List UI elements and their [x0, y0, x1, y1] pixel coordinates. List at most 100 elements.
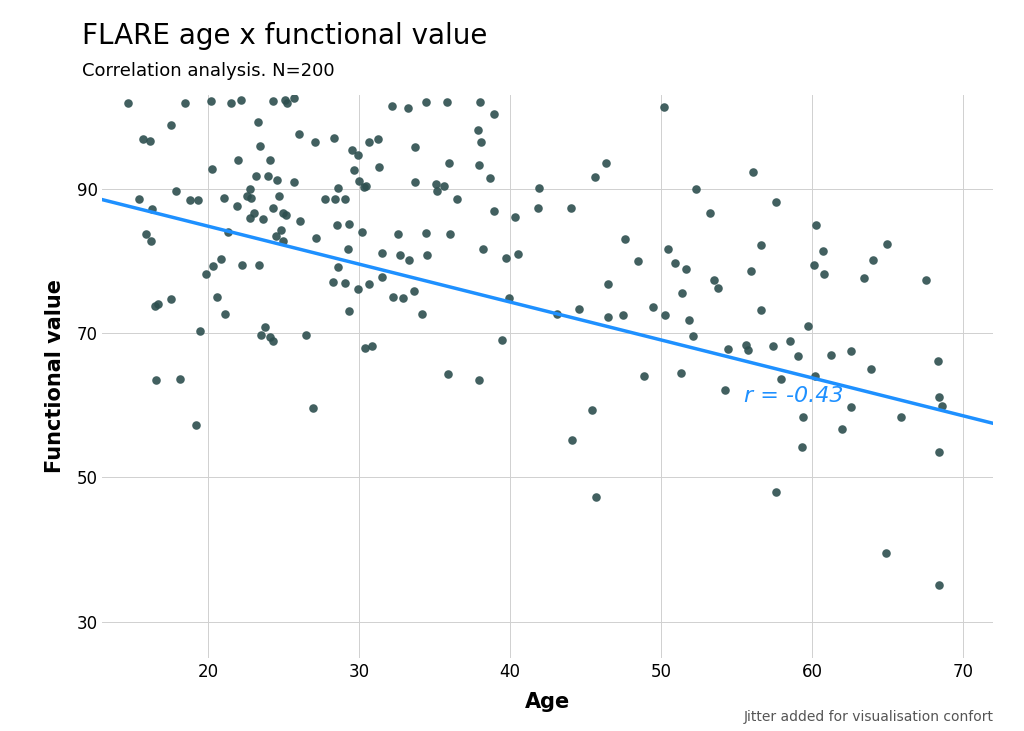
- Point: [600, 278, 616, 289]
- Point: [562, 202, 579, 214]
- Point: [843, 401, 859, 413]
- Point: [800, 320, 816, 332]
- Point: [163, 119, 179, 131]
- Point: [507, 211, 523, 222]
- Point: [790, 349, 806, 361]
- Point: [307, 137, 324, 148]
- Point: [615, 309, 632, 321]
- Point: [370, 133, 386, 145]
- Point: [246, 208, 262, 219]
- Point: [262, 331, 279, 343]
- Point: [673, 367, 689, 379]
- Point: [350, 283, 367, 295]
- Point: [529, 202, 546, 213]
- Text: r = -0.43: r = -0.43: [744, 386, 844, 406]
- Point: [564, 434, 581, 446]
- Point: [816, 268, 833, 279]
- X-axis label: Age: Age: [525, 692, 570, 712]
- Point: [414, 308, 430, 320]
- Point: [243, 212, 259, 224]
- Point: [234, 260, 251, 271]
- Point: [644, 301, 660, 313]
- Point: [259, 170, 275, 182]
- Point: [406, 286, 422, 298]
- Point: [438, 96, 455, 107]
- Point: [394, 292, 411, 304]
- Point: [893, 411, 909, 423]
- Point: [630, 254, 646, 266]
- Point: [325, 276, 341, 288]
- Point: [305, 401, 322, 413]
- Point: [753, 304, 769, 316]
- Point: [326, 132, 342, 144]
- Point: [135, 133, 152, 145]
- Point: [617, 233, 634, 245]
- Point: [407, 141, 423, 153]
- Point: [475, 243, 492, 255]
- Point: [440, 157, 457, 169]
- Point: [584, 404, 600, 416]
- Point: [435, 181, 452, 192]
- Point: [768, 486, 784, 498]
- Point: [275, 235, 292, 247]
- Point: [248, 170, 264, 182]
- Point: [685, 330, 701, 341]
- Point: [193, 325, 209, 337]
- Point: [440, 368, 457, 380]
- Point: [753, 239, 769, 251]
- Point: [349, 149, 366, 161]
- Point: [298, 330, 314, 341]
- Point: [262, 154, 279, 166]
- Point: [773, 374, 790, 385]
- Point: [429, 185, 445, 197]
- Point: [930, 355, 946, 366]
- Point: [340, 243, 356, 255]
- Point: [384, 101, 400, 113]
- Point: [269, 175, 286, 186]
- Point: [701, 208, 718, 219]
- Point: [188, 419, 205, 431]
- Point: [815, 245, 831, 257]
- Point: [655, 102, 672, 113]
- Point: [143, 235, 160, 247]
- Point: [279, 97, 295, 109]
- Point: [878, 548, 894, 559]
- Point: [471, 374, 487, 386]
- Point: [228, 200, 245, 211]
- Point: [330, 262, 346, 273]
- Point: [808, 219, 824, 231]
- Point: [501, 292, 517, 303]
- Point: [217, 308, 233, 319]
- Point: [337, 277, 353, 289]
- Point: [131, 193, 147, 205]
- Point: [168, 186, 184, 197]
- Point: [441, 227, 458, 239]
- Point: [147, 374, 164, 385]
- Point: [144, 202, 161, 214]
- Point: [268, 230, 285, 241]
- Text: Jitter added for visualisation confort: Jitter added for visualisation confort: [743, 710, 993, 724]
- Point: [449, 193, 465, 205]
- Point: [706, 274, 722, 286]
- Point: [239, 190, 255, 202]
- Point: [330, 183, 346, 194]
- Point: [371, 161, 387, 173]
- Point: [291, 128, 307, 140]
- Point: [796, 411, 812, 423]
- Point: [879, 238, 895, 250]
- Point: [934, 401, 950, 412]
- Point: [252, 140, 268, 152]
- Point: [931, 446, 947, 458]
- Point: [471, 159, 487, 170]
- Point: [286, 176, 302, 188]
- Point: [276, 94, 293, 105]
- Point: [257, 322, 273, 333]
- Point: [781, 336, 798, 347]
- Point: [418, 96, 434, 107]
- Point: [428, 178, 444, 189]
- Point: [418, 227, 434, 239]
- Point: [163, 293, 179, 305]
- Point: [317, 194, 334, 205]
- Point: [232, 94, 249, 106]
- Point: [209, 292, 225, 303]
